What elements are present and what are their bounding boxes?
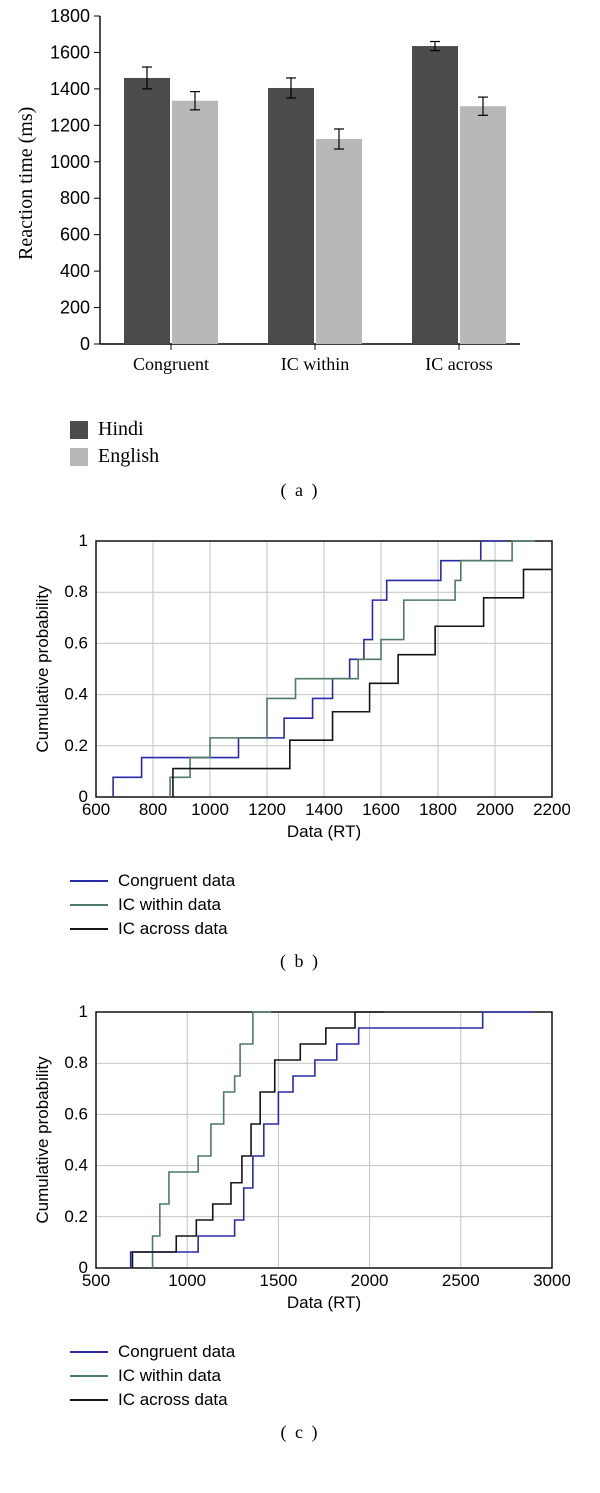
legend-item: Congruent data: [70, 1342, 600, 1362]
svg-text:0.6: 0.6: [64, 1104, 88, 1123]
panel-a-legend: Hindi English: [40, 418, 600, 468]
svg-text:1000: 1000: [50, 152, 90, 172]
legend-item: IC across data: [70, 919, 600, 939]
legend-label: Congruent data: [118, 1342, 235, 1362]
svg-text:Data (RT): Data (RT): [287, 1293, 361, 1312]
svg-text:1600: 1600: [50, 42, 90, 62]
svg-text:1: 1: [79, 531, 88, 550]
svg-text:IC within: IC within: [281, 354, 350, 374]
panel-b-caption: ( b ): [0, 951, 600, 972]
legend-label: English: [98, 445, 159, 468]
svg-text:1200: 1200: [50, 115, 90, 135]
series-line: [170, 541, 535, 797]
svg-text:0: 0: [79, 1258, 88, 1277]
legend-label: IC across data: [118, 1390, 228, 1410]
svg-text:IC across: IC across: [425, 354, 492, 374]
svg-text:2000: 2000: [476, 800, 514, 819]
svg-text:0.8: 0.8: [64, 1053, 88, 1072]
panel-a-caption: ( a ): [0, 480, 600, 501]
svg-text:3000: 3000: [533, 1271, 570, 1290]
cdf-chart-c-svg: 5001000150020002500300000.20.40.60.81Dat…: [10, 998, 570, 1328]
legend-line-swatch: [70, 928, 108, 930]
svg-text:2200: 2200: [533, 800, 570, 819]
legend-item: IC within data: [70, 895, 600, 915]
svg-text:1: 1: [79, 1002, 88, 1021]
svg-text:400: 400: [60, 261, 90, 281]
legend-label: Hindi: [98, 418, 144, 441]
svg-text:Congruent: Congruent: [133, 354, 209, 374]
svg-text:Cumulative probability: Cumulative probability: [33, 1056, 52, 1224]
svg-text:800: 800: [60, 188, 90, 208]
legend-item: Hindi: [70, 418, 600, 441]
svg-text:200: 200: [60, 298, 90, 318]
svg-text:1600: 1600: [362, 800, 400, 819]
series-line: [131, 1012, 534, 1268]
series-line: [113, 541, 506, 797]
svg-text:0.4: 0.4: [64, 1156, 88, 1175]
legend-line-swatch: [70, 1399, 108, 1401]
panel-c-legend: Congruent data IC within data IC across da…: [40, 1342, 600, 1410]
svg-text:0.6: 0.6: [64, 633, 88, 652]
svg-text:1400: 1400: [50, 79, 90, 99]
svg-text:800: 800: [139, 800, 167, 819]
panel-c-caption: ( c ): [0, 1422, 600, 1443]
svg-text:1500: 1500: [259, 1271, 297, 1290]
svg-text:0.8: 0.8: [64, 582, 88, 601]
svg-text:Cumulative probability: Cumulative probability: [33, 585, 52, 753]
cdf-chart-b-svg: 600800100012001400160018002000220000.20.…: [10, 527, 570, 857]
figure-root: 020040060080010001200140016001800Reactio…: [0, 6, 600, 1443]
legend-item: IC within data: [70, 1366, 600, 1386]
panel-a: 0 200 400 600 800 1000 1200 1400 1600 1800 Reactio…: [10, 6, 570, 404]
legend-label: IC within data: [118, 1366, 221, 1386]
legend-line-swatch: [70, 904, 108, 906]
bar: [268, 88, 314, 344]
svg-text:Data (RT): Data (RT): [287, 822, 361, 841]
legend-label: IC across data: [118, 919, 228, 939]
svg-text:0: 0: [80, 334, 90, 354]
bar: [316, 139, 362, 344]
legend-item: Congruent data: [70, 871, 600, 891]
bar: [124, 78, 170, 344]
svg-text:0.2: 0.2: [64, 736, 88, 755]
panel-b-legend: Congruent data IC within data IC across da…: [40, 871, 600, 939]
legend-line-swatch: [70, 1375, 108, 1377]
legend-line-swatch: [70, 1351, 108, 1353]
series-line: [132, 1012, 384, 1268]
panel-b: 600800100012001400160018002000220000.20.…: [10, 527, 570, 857]
panel-c: 5001000150020002500300000.20.40.60.81Dat…: [10, 998, 570, 1328]
legend-swatch: [70, 421, 88, 439]
svg-text:2000: 2000: [351, 1271, 389, 1290]
svg-text:0: 0: [79, 787, 88, 806]
series-line: [153, 1012, 272, 1268]
svg-text:600: 600: [60, 225, 90, 245]
svg-text:1200: 1200: [248, 800, 286, 819]
svg-text:0.2: 0.2: [64, 1207, 88, 1226]
legend-line-swatch: [70, 880, 108, 882]
svg-text:1800: 1800: [50, 6, 90, 26]
bar: [172, 101, 218, 344]
svg-text:Reaction time (ms): Reaction time (ms): [15, 107, 37, 260]
bar: [460, 106, 506, 344]
svg-text:1400: 1400: [305, 800, 343, 819]
svg-text:0.4: 0.4: [64, 685, 88, 704]
bar: [412, 46, 458, 344]
legend-label: IC within data: [118, 895, 221, 915]
svg-text:2500: 2500: [442, 1271, 480, 1290]
legend-label: Congruent data: [118, 871, 235, 891]
legend-item: IC across data: [70, 1390, 600, 1410]
svg-text:1000: 1000: [168, 1271, 206, 1290]
svg-text:1800: 1800: [419, 800, 457, 819]
bar-chart-svg: 0 200 400 600 800 1000 1200 1400 1600 1800 Reactio…: [10, 6, 570, 404]
legend-item: English: [70, 445, 600, 468]
svg-text:1000: 1000: [191, 800, 229, 819]
legend-swatch: [70, 448, 88, 466]
